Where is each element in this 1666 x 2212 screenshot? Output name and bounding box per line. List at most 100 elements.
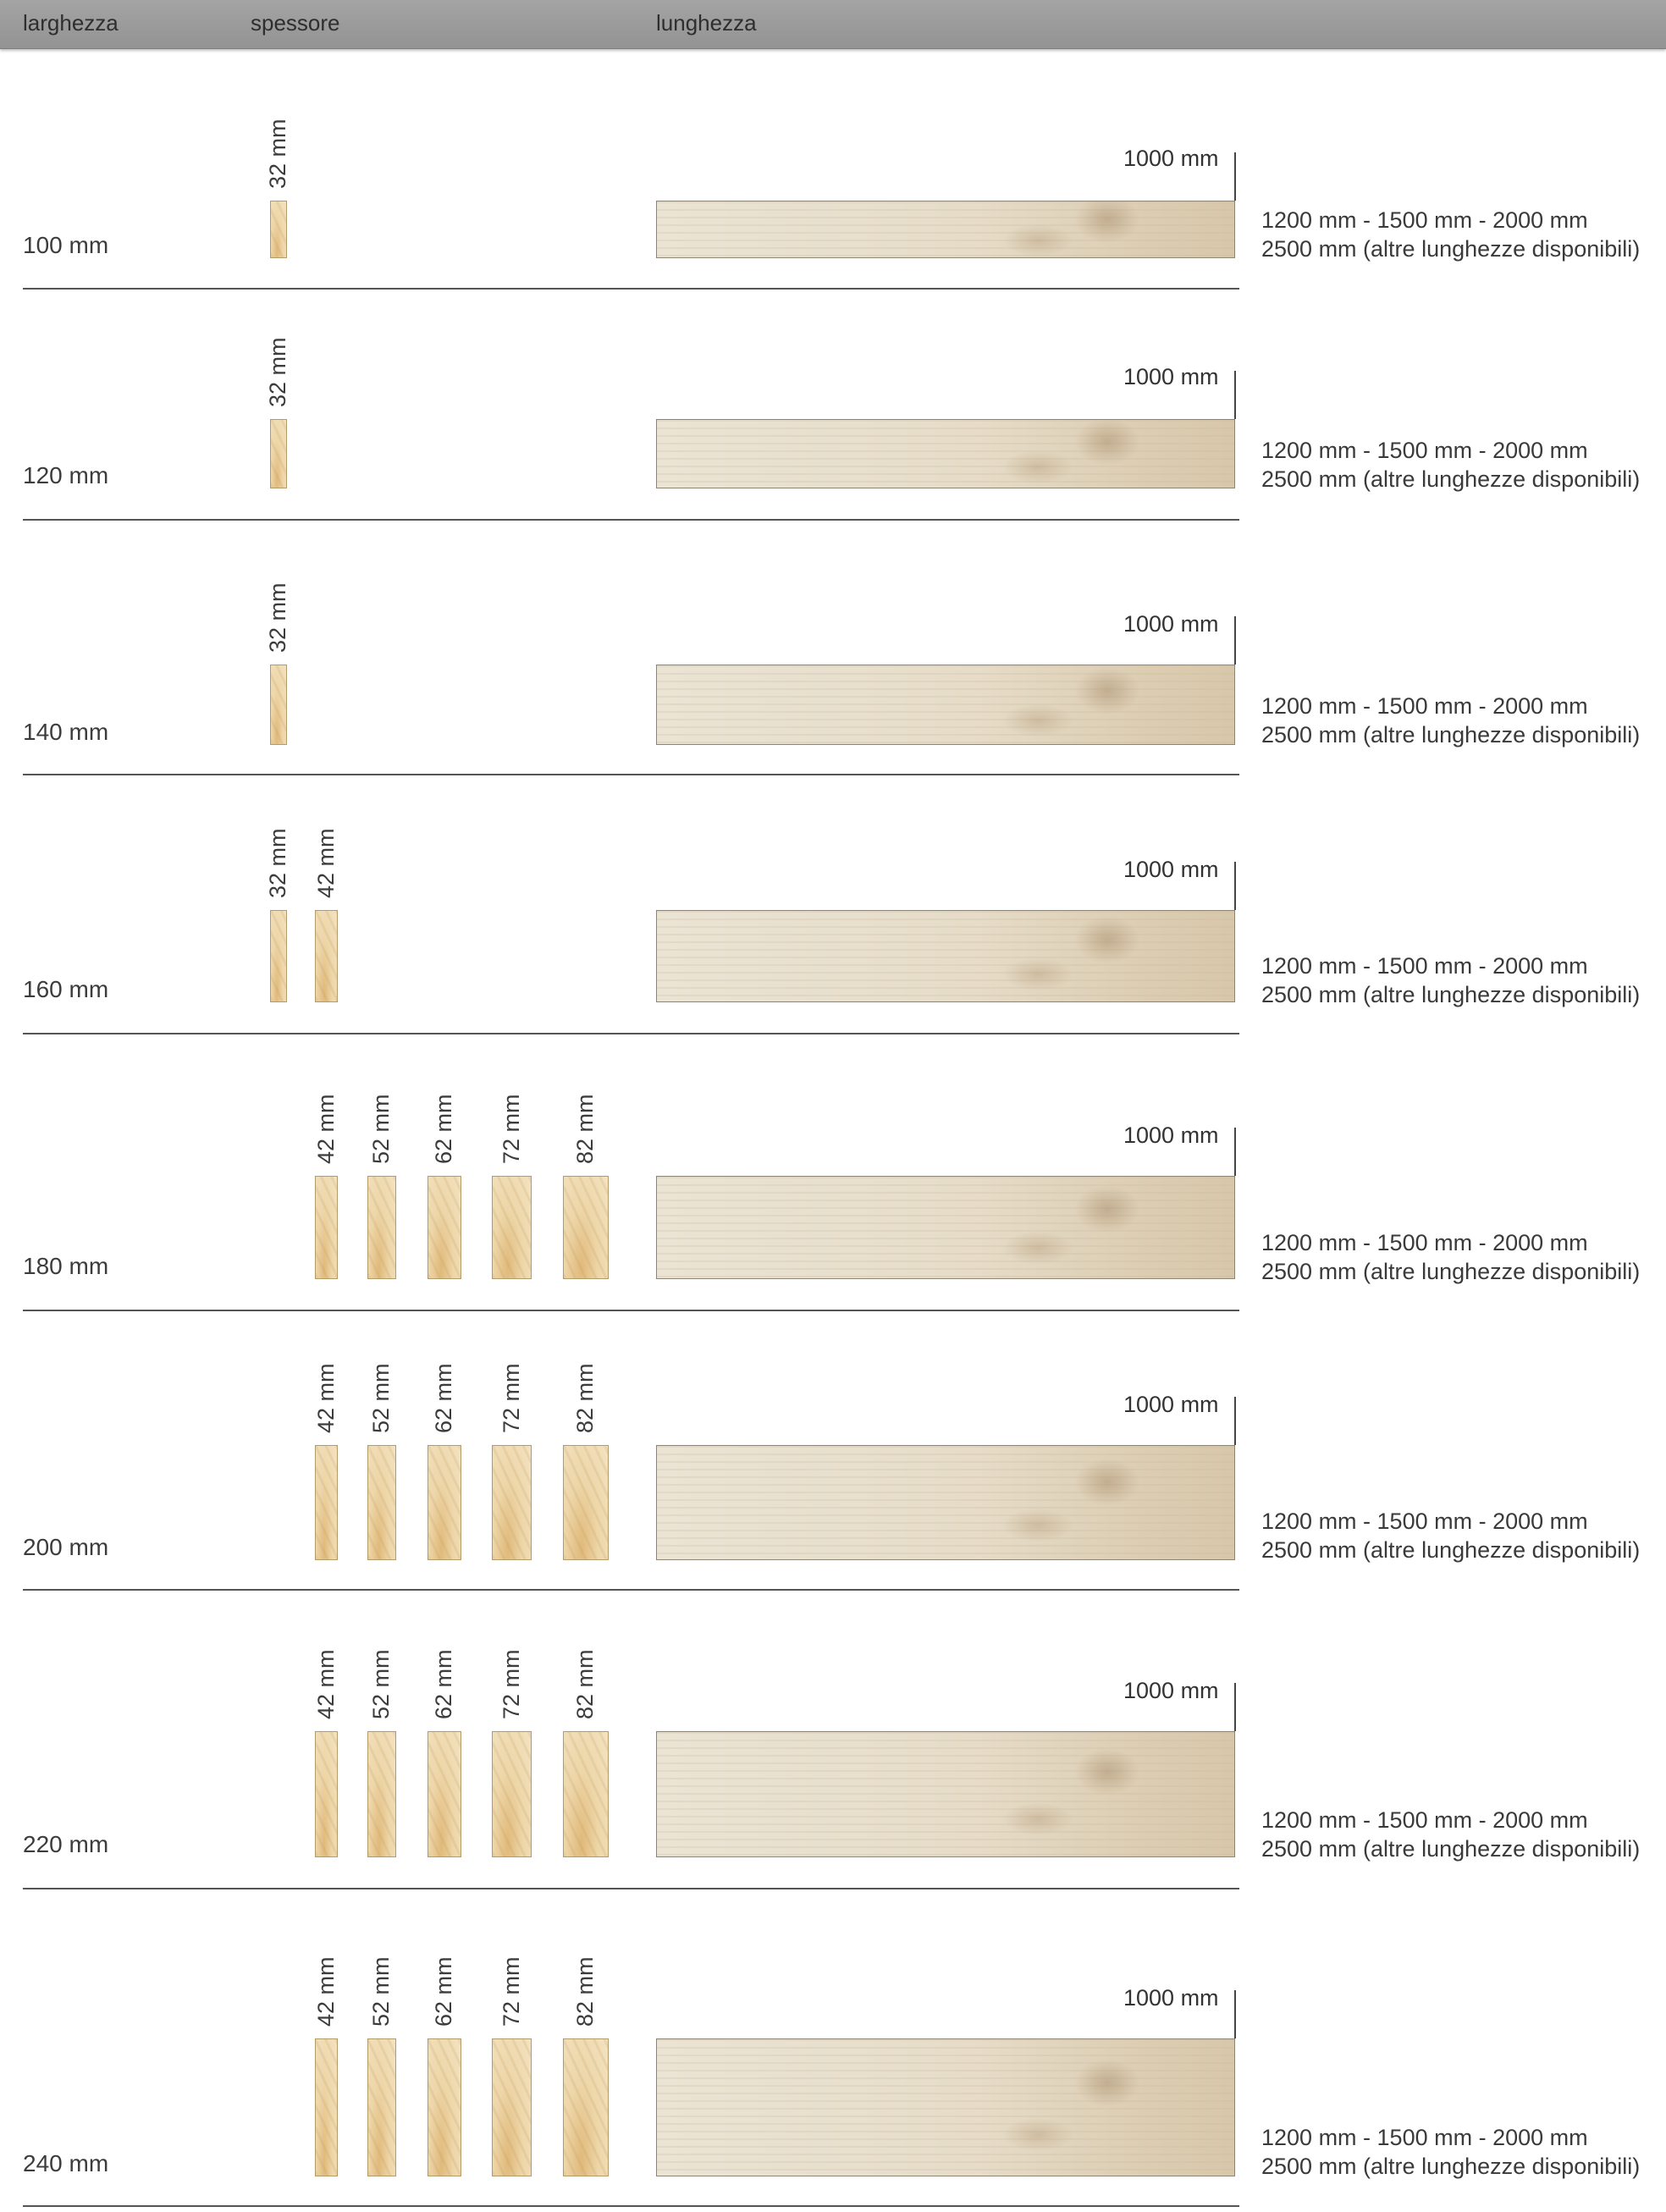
length-label: 1000 mm <box>1123 611 1219 637</box>
available-lengths-line-1: 1200 mm - 1500 mm - 2000 mm <box>1261 1230 1588 1255</box>
thickness-label: 82 mm <box>572 1094 598 1164</box>
thickness-label: 42 mm <box>312 828 339 898</box>
thickness-sample <box>315 1176 338 1279</box>
row-divider <box>23 1888 1239 1889</box>
length-dimension-line <box>1234 862 1236 910</box>
thickness-label: 32 mm <box>265 119 290 189</box>
thickness-label: 82 mm <box>572 1956 598 2027</box>
thickness-label: 72 mm <box>498 1363 524 1433</box>
length-board-sample <box>656 419 1235 488</box>
row-divider <box>23 2205 1239 2207</box>
thickness-label: 32 mm <box>265 337 290 407</box>
row-divider <box>23 1589 1239 1591</box>
length-dimension-line <box>1234 616 1236 665</box>
width-label: 100 mm <box>23 232 109 258</box>
available-lengths-line-1: 1200 mm - 1500 mm - 2000 mm <box>1261 1807 1588 1833</box>
available-lengths: 1200 mm - 1500 mm - 2000 mm 2500 mm (altr… <box>1261 206 1640 263</box>
available-lengths-line-2: 2500 mm (altre lunghezze disponibili) <box>1261 982 1641 1007</box>
table-header: larghezza spessore lunghezza <box>0 0 1666 49</box>
length-label: 1000 mm <box>1123 1678 1219 1703</box>
thickness-sample <box>367 2038 396 2176</box>
available-lengths: 1200 mm - 1500 mm - 2000 mm 2500 mm (altr… <box>1261 2123 1640 2181</box>
thickness-label: 32 mm <box>265 828 290 898</box>
length-board-sample <box>656 1445 1235 1560</box>
thickness-sample <box>492 1176 532 1279</box>
available-lengths-line-1: 1200 mm - 1500 mm - 2000 mm <box>1261 438 1588 463</box>
thickness-sample <box>428 1445 461 1560</box>
width-label: 140 mm <box>23 719 109 745</box>
thickness-label: 82 mm <box>572 1363 598 1433</box>
thickness-label: 42 mm <box>312 1956 339 2027</box>
length-dimension-line <box>1234 1990 1236 2038</box>
available-lengths: 1200 mm - 1500 mm - 2000 mm 2500 mm (altr… <box>1261 952 1640 1009</box>
thickness-sample <box>563 1731 609 1857</box>
column-header-width: larghezza <box>23 10 119 36</box>
thickness-sample <box>315 2038 338 2176</box>
available-lengths-line-2: 2500 mm (altre lunghezze disponibili) <box>1261 1537 1641 1563</box>
row-divider <box>23 519 1239 521</box>
thickness-sample <box>492 1731 532 1857</box>
width-label: 180 mm <box>23 1253 109 1279</box>
width-label: 120 mm <box>23 462 109 488</box>
thickness-sample <box>367 1731 396 1857</box>
length-label: 1000 mm <box>1123 1985 1219 2011</box>
length-dimension-line <box>1234 152 1236 201</box>
length-board-sample <box>656 665 1235 745</box>
thickness-label: 42 mm <box>312 1094 339 1164</box>
thickness-sample <box>428 2038 461 2176</box>
length-label: 1000 mm <box>1123 146 1219 171</box>
thickness-sample <box>270 419 287 488</box>
row-divider <box>23 1310 1239 1311</box>
available-lengths: 1200 mm - 1500 mm - 2000 mm 2500 mm (altr… <box>1261 1806 1640 1863</box>
row-divider <box>23 288 1239 290</box>
available-lengths: 1200 mm - 1500 mm - 2000 mm 2500 mm (altr… <box>1261 436 1640 494</box>
thickness-sample <box>563 1176 609 1279</box>
thickness-label: 32 mm <box>265 582 290 653</box>
width-label: 200 mm <box>23 1534 109 1560</box>
width-label: 240 mm <box>23 2150 109 2176</box>
width-label: 160 mm <box>23 976 109 1002</box>
thickness-label: 72 mm <box>498 1956 524 2027</box>
thickness-sample <box>270 665 287 745</box>
available-lengths-line-1: 1200 mm - 1500 mm - 2000 mm <box>1261 1509 1588 1534</box>
available-lengths-line-2: 2500 mm (altre lunghezze disponibili) <box>1261 722 1641 747</box>
available-lengths-line-1: 1200 mm - 1500 mm - 2000 mm <box>1261 953 1588 979</box>
thickness-sample <box>270 201 287 258</box>
thickness-sample <box>492 1445 532 1560</box>
thickness-sample <box>492 2038 532 2176</box>
thickness-label: 62 mm <box>431 1956 456 2027</box>
length-board-sample <box>656 1731 1235 1857</box>
thickness-label: 82 mm <box>572 1649 598 1719</box>
row-divider <box>23 1033 1239 1034</box>
length-dimension-line <box>1234 1397 1236 1445</box>
length-label: 1000 mm <box>1123 1392 1219 1417</box>
available-lengths-line-2: 2500 mm (altre lunghezze disponibili) <box>1261 1259 1641 1284</box>
available-lengths-line-2: 2500 mm (altre lunghezze disponibili) <box>1261 2154 1641 2179</box>
thickness-sample <box>270 910 287 1002</box>
available-lengths: 1200 mm - 1500 mm - 2000 mm 2500 mm (altr… <box>1261 692 1640 749</box>
available-lengths: 1200 mm - 1500 mm - 2000 mm 2500 mm (altr… <box>1261 1228 1640 1286</box>
available-lengths: 1200 mm - 1500 mm - 2000 mm 2500 mm (altr… <box>1261 1507 1640 1564</box>
available-lengths-line-1: 1200 mm - 1500 mm - 2000 mm <box>1261 693 1588 719</box>
available-lengths-line-1: 1200 mm - 1500 mm - 2000 mm <box>1261 207 1588 233</box>
length-dimension-line <box>1234 1683 1236 1731</box>
length-label: 1000 mm <box>1123 857 1219 882</box>
length-board-sample <box>656 2038 1235 2176</box>
thickness-label: 52 mm <box>368 1363 394 1433</box>
thickness-sample <box>428 1731 461 1857</box>
thickness-label: 72 mm <box>498 1094 524 1164</box>
width-label: 220 mm <box>23 1831 109 1857</box>
thickness-sample <box>563 1445 609 1560</box>
length-label: 1000 mm <box>1123 1123 1219 1148</box>
thickness-label: 62 mm <box>431 1094 456 1164</box>
thickness-label: 52 mm <box>368 1956 394 2027</box>
column-header-thickness: spessore <box>251 10 340 36</box>
thickness-label: 72 mm <box>498 1649 524 1719</box>
column-header-length: lunghezza <box>656 10 757 36</box>
thickness-label: 62 mm <box>431 1363 456 1433</box>
thickness-sample <box>315 910 338 1002</box>
length-board-sample <box>656 201 1235 258</box>
thickness-sample <box>367 1445 396 1560</box>
thickness-sample <box>563 2038 609 2176</box>
